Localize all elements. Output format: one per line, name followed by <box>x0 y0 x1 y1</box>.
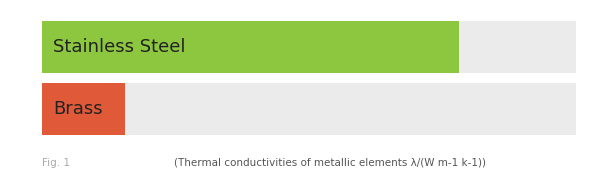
Text: Stainless Steel: Stainless Steel <box>53 38 185 56</box>
Text: Fig. 1: Fig. 1 <box>42 158 70 168</box>
Bar <box>42 83 125 135</box>
Text: (Thermal conductivities of metallic elements λ/(W m-1 k-1)): (Thermal conductivities of metallic elem… <box>174 158 486 168</box>
Bar <box>42 21 458 73</box>
Bar <box>42 83 576 135</box>
Text: Brass: Brass <box>53 100 103 118</box>
Bar <box>42 21 576 73</box>
